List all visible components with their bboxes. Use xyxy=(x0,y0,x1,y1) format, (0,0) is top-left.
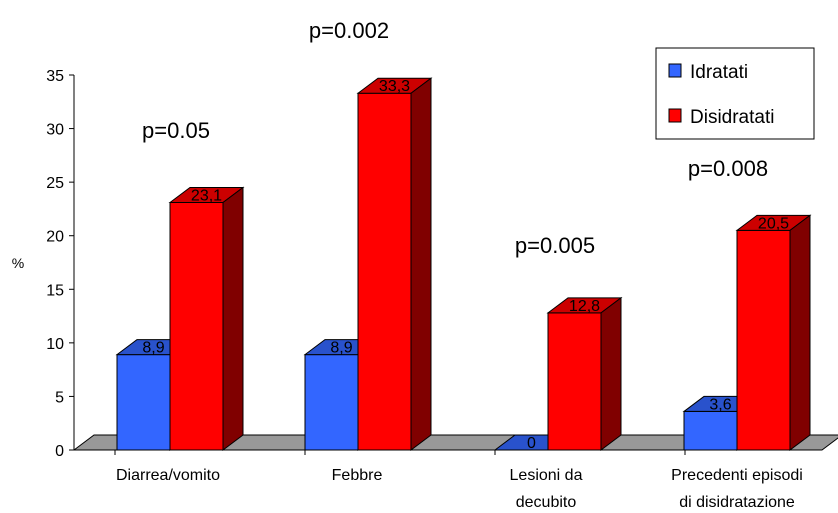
bar-disidratati-0 xyxy=(168,186,245,451)
bar-side xyxy=(600,296,622,451)
y-tick-label: 10 xyxy=(46,336,64,353)
bar-disidratati-2 xyxy=(546,296,623,451)
category-label: Diarrea/vomito xyxy=(116,467,220,484)
category-label: decubito xyxy=(516,494,577,511)
data-label: 3,6 xyxy=(709,396,731,413)
y-tick-label: 35 xyxy=(46,68,64,85)
p-value-annotation: p=0.008 xyxy=(688,156,768,181)
data-label: 0 xyxy=(527,435,536,452)
y-tick-label: 15 xyxy=(46,282,64,299)
y-tick-label: 30 xyxy=(46,122,64,139)
bar-front xyxy=(683,410,738,451)
y-axis-label: % xyxy=(12,255,24,271)
bar-front xyxy=(116,354,171,451)
data-label: 23,1 xyxy=(191,188,222,205)
bar-front xyxy=(547,312,602,451)
y-tick-label: 5 xyxy=(55,389,64,406)
data-label: 33,3 xyxy=(379,78,410,95)
bar-front xyxy=(169,202,224,451)
data-label: 12,8 xyxy=(569,298,600,315)
p-value-annotation: p=0.05 xyxy=(142,118,210,143)
p-value-annotation: p=0.002 xyxy=(309,18,389,43)
legend-label: Idratati xyxy=(690,62,748,83)
legend-swatch xyxy=(668,108,682,123)
category-label: Precedenti episodi xyxy=(671,467,803,484)
y-tick-label: 0 xyxy=(55,443,64,460)
bar-front xyxy=(736,229,791,451)
bar-disidratati-3 xyxy=(735,214,812,451)
category-label: Febbre xyxy=(332,467,383,484)
p-value-annotation: p=0.005 xyxy=(515,233,595,258)
category-label: di disidratazione xyxy=(679,494,795,511)
bar-disidratati-1 xyxy=(356,77,433,451)
data-label: 8,9 xyxy=(330,340,352,357)
legend-swatch xyxy=(668,63,682,78)
y-tick-label: 25 xyxy=(46,175,64,192)
bar-side xyxy=(789,214,811,451)
y-tick-label: 20 xyxy=(46,229,64,246)
legend-label: Disidratati xyxy=(690,107,774,128)
legend-box xyxy=(655,47,815,140)
bar-front xyxy=(304,354,359,451)
bar-side xyxy=(410,77,432,451)
bar-side xyxy=(222,186,244,451)
category-label: Lesioni da xyxy=(510,467,583,484)
data-label: 8,9 xyxy=(142,340,164,357)
data-label: 20,5 xyxy=(758,215,789,232)
bar-front xyxy=(357,92,412,451)
